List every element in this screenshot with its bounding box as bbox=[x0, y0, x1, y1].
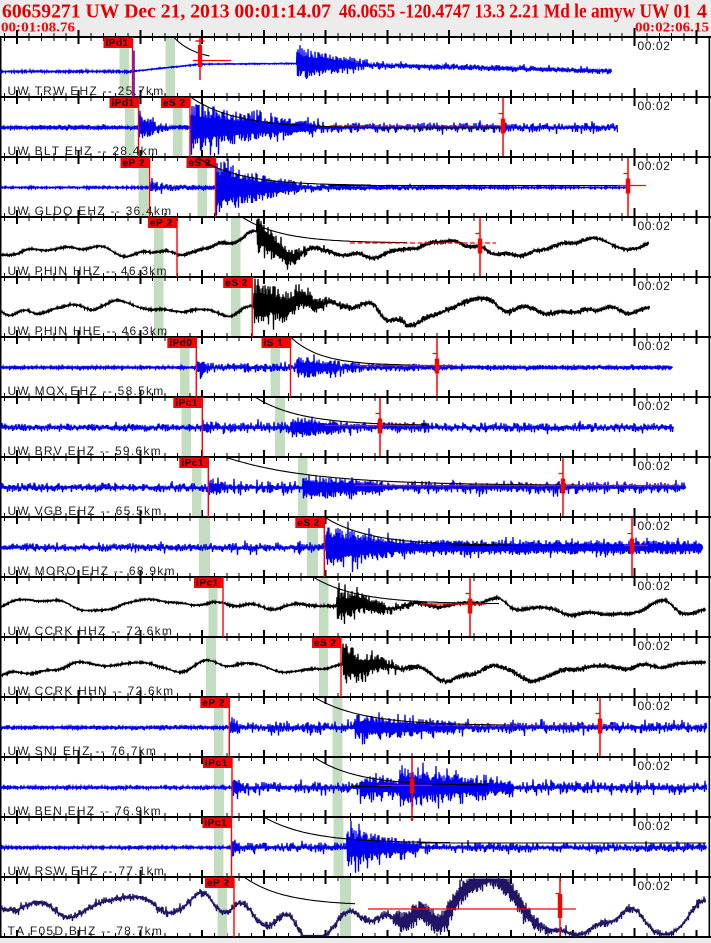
svg-text:00:02: 00:02 bbox=[638, 219, 671, 233]
svg-text:UW PHIN HHE -- 46.3km: UW PHIN HHE -- 46.3km bbox=[8, 324, 169, 338]
svg-text:eS 2: eS 2 bbox=[297, 518, 320, 529]
svg-text:00:02: 00:02 bbox=[638, 279, 671, 293]
svg-text:UW MOX EHZ -- 58.5km: UW MOX EHZ -- 58.5km bbox=[8, 384, 165, 398]
svg-text:eP 2: eP 2 bbox=[150, 218, 173, 229]
svg-text:00:02: 00:02 bbox=[638, 639, 671, 653]
svg-text:eP 2: eP 2 bbox=[207, 878, 230, 889]
svg-text:4: 4 bbox=[697, 1, 707, 23]
svg-text:TA F05D BHZ -- 78.7km: TA F05D BHZ -- 78.7km bbox=[8, 924, 164, 938]
svg-text:iPc1: iPc1 bbox=[205, 758, 228, 769]
svg-text:UW CCRK HHZ -- 72.6km: UW CCRK HHZ -- 72.6km bbox=[8, 624, 174, 638]
svg-text:00:02: 00:02 bbox=[638, 879, 671, 893]
svg-text:00:02:06.15: 00:02:06.15 bbox=[635, 20, 709, 35]
svg-text:eP 2: eP 2 bbox=[123, 158, 146, 169]
svg-text:00:02: 00:02 bbox=[638, 699, 671, 713]
svg-text:00:02: 00:02 bbox=[638, 99, 671, 113]
svg-text:00:01:08.76: 00:01:08.76 bbox=[1, 20, 75, 35]
svg-text:UW TRW EHZ -- 25.7km: UW TRW EHZ -- 25.7km bbox=[8, 84, 165, 98]
svg-text:00:02: 00:02 bbox=[638, 519, 671, 533]
svg-text:UW BRV EHZ -- 59.6km: UW BRV EHZ -- 59.6km bbox=[8, 444, 162, 458]
svg-text:60659271 UW Dec 21, 2013 00:01: 60659271 UW Dec 21, 2013 00:01:14.07 bbox=[2, 1, 331, 23]
svg-text:UW CCRK HHN -- 72.6km: UW CCRK HHN -- 72.6km bbox=[8, 684, 175, 698]
svg-text:UW GLDQ EHZ -- 36.4km: UW GLDQ EHZ -- 36.4km bbox=[8, 204, 173, 218]
svg-text:00:02: 00:02 bbox=[638, 39, 671, 53]
svg-text:iPc1: iPc1 bbox=[175, 398, 198, 409]
svg-text:eS 2: eS 2 bbox=[189, 158, 212, 169]
svg-text:iS 1: iS 1 bbox=[264, 338, 284, 349]
svg-text:00:02: 00:02 bbox=[638, 759, 671, 773]
svg-text:eP 2: eP 2 bbox=[202, 698, 225, 709]
svg-text:eS 2: eS 2 bbox=[225, 278, 248, 289]
svg-text:UW MORO EHZ -- 68.9km: UW MORO EHZ -- 68.9km bbox=[8, 564, 176, 578]
svg-text:UW BLT EHZ -- 28.4km: UW BLT EHZ -- 28.4km bbox=[8, 144, 160, 158]
svg-text:iPc1: iPc1 bbox=[205, 818, 228, 829]
svg-text:00:02: 00:02 bbox=[638, 159, 671, 173]
svg-text:iPd1: iPd1 bbox=[112, 98, 135, 109]
svg-text:iPc1: iPc1 bbox=[196, 578, 219, 589]
svg-text:46.0655 -120.4747 13.3 2.21 Md: 46.0655 -120.4747 13.3 2.21 Md le amyw U… bbox=[339, 1, 691, 23]
svg-text:UW SNI EHZ -- 76.7km: UW SNI EHZ -- 76.7km bbox=[8, 744, 158, 758]
svg-text:iPd0: iPd0 bbox=[169, 338, 192, 349]
svg-text:UW PHIN HHZ -- 46.3km: UW PHIN HHZ -- 46.3km bbox=[8, 264, 168, 278]
svg-text:00:02: 00:02 bbox=[638, 579, 671, 593]
svg-text:00:02: 00:02 bbox=[638, 339, 671, 353]
svg-text:00:02: 00:02 bbox=[638, 819, 671, 833]
svg-text:iPd1: iPd1 bbox=[106, 38, 129, 49]
svg-text:eS 2: eS 2 bbox=[314, 638, 337, 649]
svg-text:00:02: 00:02 bbox=[638, 399, 671, 413]
svg-text:00:02: 00:02 bbox=[638, 459, 671, 473]
svg-text:iPc1: iPc1 bbox=[181, 458, 204, 469]
svg-text:eS 2: eS 2 bbox=[163, 98, 186, 109]
svg-text:UW RSW EHZ -- 77.1km: UW RSW EHZ -- 77.1km bbox=[8, 864, 166, 878]
svg-text:UW VGB EHZ -- 65.5km: UW VGB EHZ -- 65.5km bbox=[8, 504, 163, 518]
svg-text:UW BEN EHZ -- 76.9km: UW BEN EHZ -- 76.9km bbox=[8, 804, 162, 818]
